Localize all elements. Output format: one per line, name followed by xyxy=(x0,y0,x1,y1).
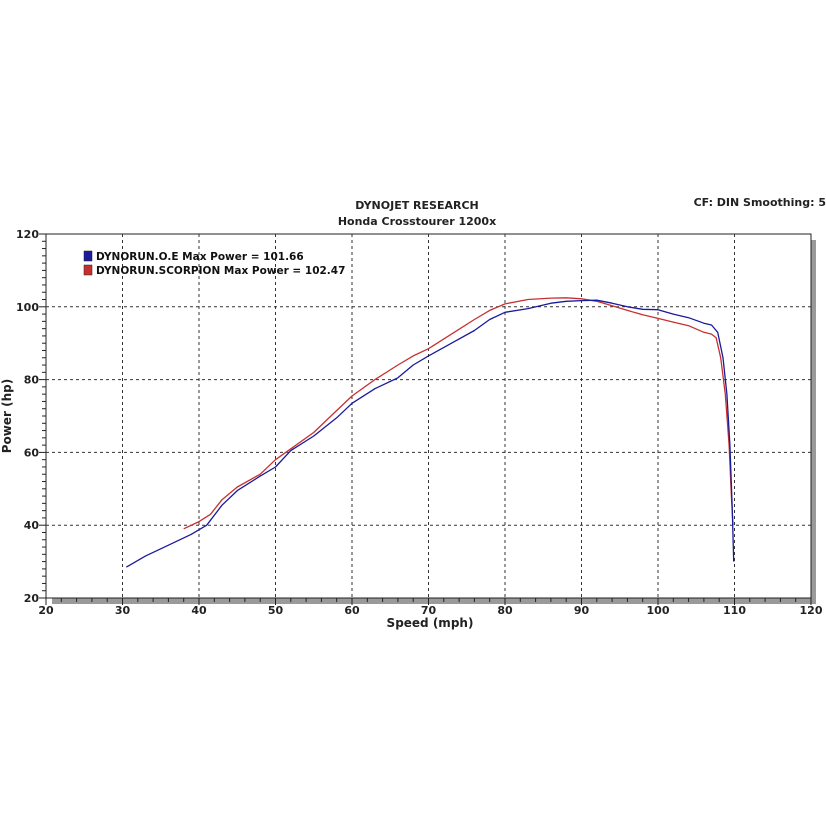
series-line-oe xyxy=(125,299,735,568)
y-tick-label: 100 xyxy=(16,301,39,314)
legend-label-scorpion: DYNORUN.SCORPION Max Power = 102.47 xyxy=(96,265,345,277)
x-tick-label: 110 xyxy=(723,604,746,617)
x-axis-label: Speed (mph) xyxy=(387,616,474,630)
chart-title: DYNOJET RESEARCH xyxy=(355,199,478,212)
grid xyxy=(46,234,811,598)
chart-subtitle: Honda Crosstourer 1200x xyxy=(338,215,496,228)
legend-swatch-oe xyxy=(83,250,93,262)
x-tick-label: 100 xyxy=(647,604,670,617)
y-axis-label: Power (hp) xyxy=(0,379,14,453)
y-tick-label: 80 xyxy=(24,374,40,387)
axis-ticks: 20 30 40 50 60 70 80 90 100 110 120 20 40 60 80 100 120 xyxy=(16,228,823,617)
x-tick-label: 30 xyxy=(115,604,131,617)
x-tick-label: 40 xyxy=(191,604,207,617)
x-tick-label: 50 xyxy=(268,604,284,617)
x-tick-label: 20 xyxy=(38,604,54,617)
y-tick-label: 120 xyxy=(16,228,39,241)
y-tick-label: 20 xyxy=(24,592,40,605)
series-lines xyxy=(125,297,735,568)
x-tick-label: 120 xyxy=(800,604,823,617)
x-tick-label: 70 xyxy=(421,604,437,617)
y-tick-label: 40 xyxy=(24,519,40,532)
x-tick-label: 80 xyxy=(497,604,513,617)
legend-label-oe: DYNORUN.O.E Max Power = 101.66 xyxy=(96,251,304,263)
legend: DYNORUN.O.E Max Power = 101.66 DYNORUN.S… xyxy=(83,250,345,277)
series-line-scorpion xyxy=(183,297,734,530)
x-tick-label: 60 xyxy=(344,604,360,617)
x-tick-label: 90 xyxy=(574,604,590,617)
y-tick-label: 60 xyxy=(24,446,40,459)
chart-settings: CF: DIN Smoothing: 5 xyxy=(694,196,826,209)
legend-swatch-scorpion xyxy=(83,264,93,276)
